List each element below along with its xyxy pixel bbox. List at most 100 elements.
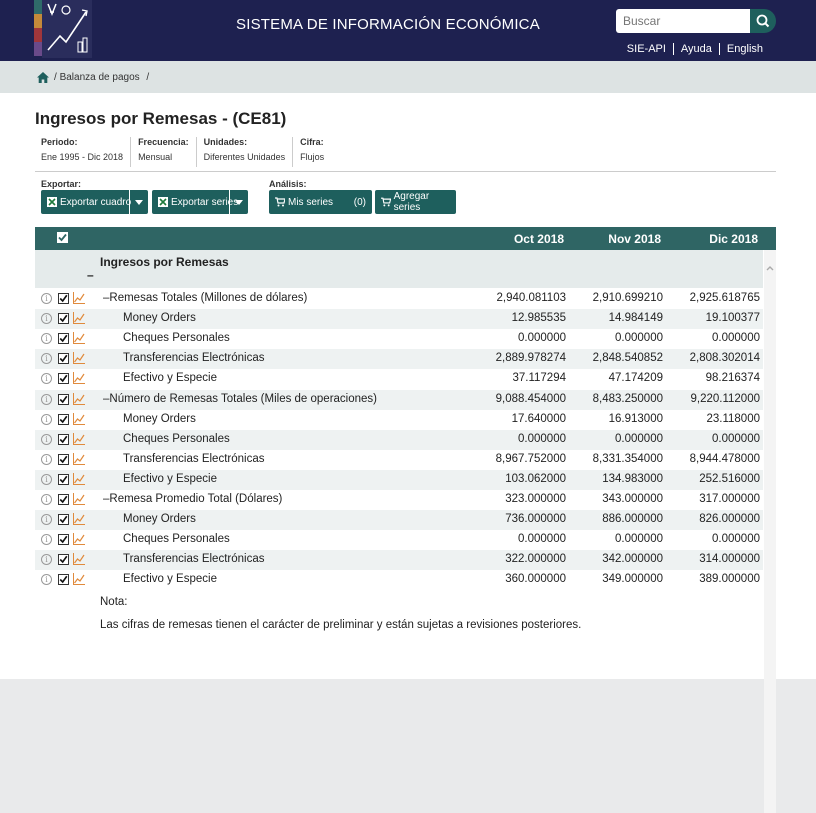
select-all-checkbox[interactable] [57, 232, 68, 243]
cell-value: 12.985535 [511, 312, 566, 325]
info-icon[interactable]: i [41, 313, 52, 325]
row-checkbox[interactable] [58, 293, 69, 304]
series-group-name: –Remesas Totales (Millones de dólares) [103, 292, 308, 304]
checkmark-icon [59, 395, 68, 403]
table-row: i Money Orders 12.985535 14.984149 19.100377 [35, 309, 763, 330]
checkmark-icon [59, 475, 68, 484]
chart-icon[interactable] [73, 292, 85, 304]
page-title: Ingresos por Remesas - (CE81) [35, 109, 287, 128]
row-checkbox[interactable] [58, 353, 69, 365]
checkmark-icon [59, 535, 68, 544]
cell-value: 360.000000 [505, 573, 566, 586]
chevron-up-icon [766, 266, 774, 271]
cell-value: 2,889.978274 [495, 352, 566, 365]
banxico-logo-icon[interactable] [34, 0, 92, 58]
row-checkbox[interactable] [58, 453, 69, 465]
row-checkbox[interactable] [58, 393, 69, 405]
info-icon[interactable]: i [41, 333, 52, 345]
export-table-button[interactable]: Exportar cuadro [41, 190, 148, 214]
info-icon[interactable]: i [41, 494, 52, 505]
chart-icon[interactable] [73, 392, 85, 405]
meta-value: Flujos [300, 152, 325, 162]
cell-value: 322.000000 [505, 553, 566, 566]
info-icon[interactable]: i [41, 353, 52, 365]
info-icon[interactable]: i [41, 453, 52, 465]
table-row: i Transferencias Electrónicas 322.000000 34… [35, 550, 763, 571]
breadcrumb-item[interactable]: Balanza de pagos [59, 72, 140, 83]
add-series-button[interactable]: Agregar series [375, 190, 456, 214]
info-icon[interactable]: i [41, 554, 52, 566]
chart-icon[interactable] [73, 332, 85, 345]
meta-cifra: Cifra: Flujos [293, 137, 331, 167]
export-series-dropdown[interactable] [229, 190, 248, 214]
row-checkbox[interactable] [58, 494, 69, 505]
cell-value: 9,088.454000 [495, 392, 566, 405]
chart-icon[interactable] [73, 513, 85, 526]
chart-icon[interactable] [73, 452, 85, 465]
cell-value: 0.000000 [712, 533, 760, 546]
cell-value: 16.913000 [608, 412, 663, 425]
add-series-label: Agregar series [393, 191, 430, 213]
export-table-dropdown[interactable] [129, 190, 148, 214]
cell-value: 0.000000 [615, 533, 663, 546]
cell-value: 2,925.618765 [689, 292, 760, 304]
chart-icon[interactable] [73, 573, 85, 586]
chart-icon[interactable] [73, 312, 85, 325]
table-header: Oct 2018 Nov 2018 Dic 2018 [35, 227, 776, 250]
breadcrumb-separator: / [146, 72, 150, 83]
home-icon[interactable] [37, 72, 49, 83]
search-input[interactable] [616, 9, 750, 33]
search-button[interactable] [750, 9, 776, 33]
row-checkbox[interactable] [58, 413, 69, 425]
info-icon[interactable]: i [41, 413, 52, 425]
series-name: Transferencias Electrónicas [123, 553, 265, 566]
group-collapse-toggle[interactable]: – [87, 268, 94, 282]
checkmark-icon [59, 314, 68, 323]
chart-icon[interactable] [73, 472, 85, 485]
row-checkbox[interactable] [58, 333, 69, 345]
my-series-button[interactable]: Mis series (0) [269, 190, 372, 214]
chart-icon[interactable] [73, 533, 85, 546]
series-name: Money Orders [123, 513, 196, 526]
row-checkbox[interactable] [58, 534, 69, 546]
row-checkbox[interactable] [58, 433, 69, 445]
row-checkbox[interactable] [58, 574, 69, 586]
link-sie-api[interactable]: SIE-API [626, 43, 666, 55]
note-label: Nota: [100, 596, 128, 608]
info-icon[interactable]: i [41, 574, 52, 586]
scrollbar[interactable] [764, 250, 776, 813]
chart-icon[interactable] [73, 553, 85, 566]
info-icon[interactable]: i [41, 393, 52, 405]
row-checkbox[interactable] [58, 473, 69, 485]
checkmark-icon [59, 375, 68, 383]
meta-unidades: Unidades: Diferentes Unidades [197, 137, 294, 167]
row-checkbox[interactable] [58, 313, 69, 325]
chart-icon[interactable] [73, 352, 85, 365]
export-series-button[interactable]: Exportar series [152, 190, 248, 214]
series-name: Cheques Personales [123, 332, 230, 345]
info-icon[interactable]: i [41, 433, 52, 445]
row-checkbox[interactable] [58, 514, 69, 526]
info-icon[interactable]: i [41, 293, 52, 304]
series-metadata: Periodo: Ene 1995 - Dic 2018 Frecuencia:… [35, 137, 331, 167]
cell-value: 98.216374 [705, 372, 760, 385]
cell-value: 2,940.081103 [496, 292, 567, 304]
breadcrumb: / Balanza de pagos / [0, 61, 816, 93]
checkmark-icon [59, 495, 68, 504]
info-icon[interactable]: i [41, 514, 52, 526]
row-checkbox[interactable] [58, 554, 69, 566]
info-icon[interactable]: i [41, 473, 52, 485]
link-ayuda[interactable]: Ayuda [672, 43, 719, 55]
link-english[interactable]: English [718, 43, 770, 55]
chart-icon[interactable] [73, 412, 85, 425]
row-checkbox[interactable] [58, 373, 69, 385]
column-header: Oct 2018 [513, 232, 564, 246]
info-icon[interactable]: i [41, 534, 52, 546]
chart-icon[interactable] [73, 432, 85, 445]
info-icon[interactable]: i [41, 373, 52, 385]
table-row: i –Remesa Promedio Total (Dólares) 323.000… [35, 490, 763, 510]
chart-icon[interactable] [73, 372, 85, 385]
meta-label: Unidades: [203, 137, 248, 147]
cell-value: 23.118000 [706, 412, 760, 425]
chart-icon[interactable] [73, 493, 85, 505]
